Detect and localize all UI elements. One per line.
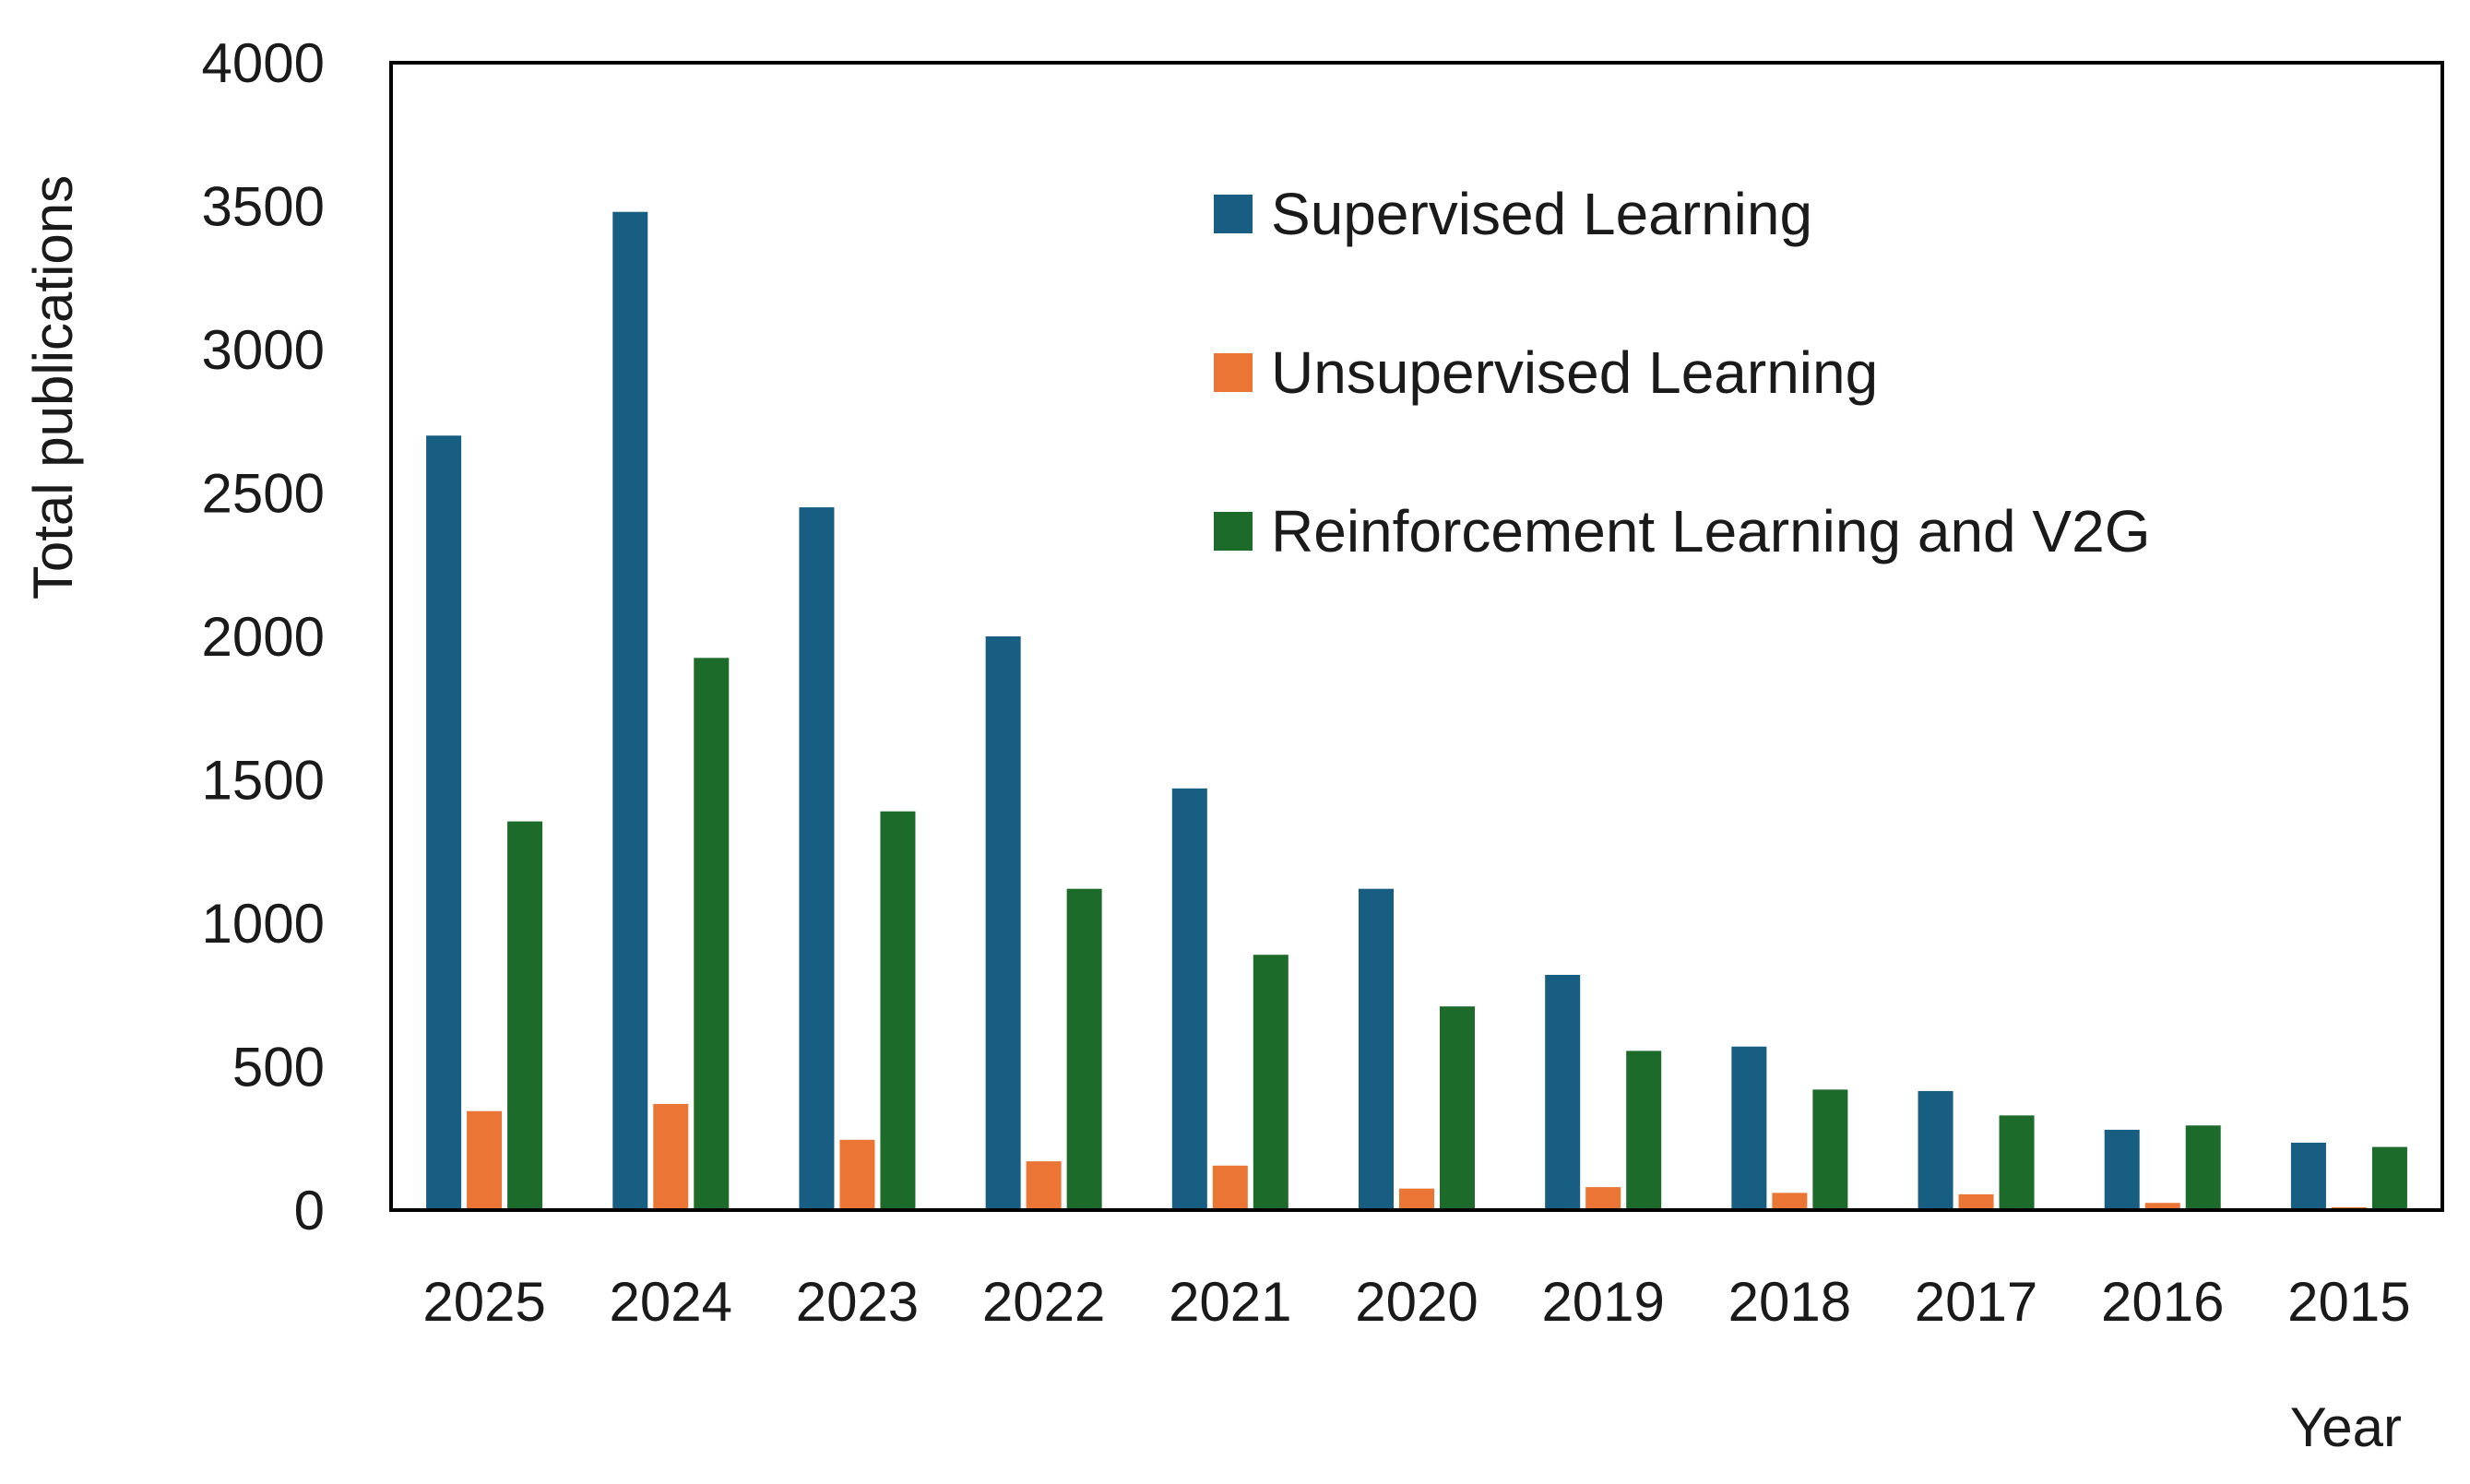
bar-group-2019	[1545, 974, 1662, 1210]
bar-supervised-learning-2015	[2290, 1142, 2326, 1210]
x-tick-label: 2021	[1169, 1271, 1291, 1333]
x-tick-label: 2024	[610, 1271, 732, 1333]
legend-label: Unsupervised Learning	[1271, 339, 1878, 406]
bar-reinforcement-learning-and-v2g-2018	[1812, 1089, 1848, 1210]
bar-group-2020	[1359, 888, 1475, 1210]
bars-layer	[426, 211, 2407, 1211]
bar-reinforcement-learning-and-v2g-2024	[694, 658, 730, 1210]
legend-swatch	[1214, 195, 1253, 233]
legend-swatch	[1214, 353, 1253, 392]
bar-unsupervised-learning-2021	[1212, 1165, 1248, 1210]
y-tick-label: 1500	[202, 750, 325, 812]
bar-supervised-learning-2021	[1171, 788, 1207, 1210]
bar-supervised-learning-2019	[1545, 974, 1581, 1210]
legend-swatch	[1214, 512, 1253, 551]
bar-unsupervised-learning-2023	[839, 1139, 875, 1210]
bar-group-2024	[612, 211, 730, 1211]
bar-supervised-learning-2017	[1918, 1090, 1953, 1210]
bar-supervised-learning-2020	[1359, 888, 1394, 1210]
bar-supervised-learning-2018	[1731, 1046, 1767, 1210]
bar-reinforcement-learning-and-v2g-2022	[1066, 888, 1102, 1210]
legend-item: Unsupervised Learning	[1214, 339, 1878, 406]
y-axis-ticks: 0 500 1000 1500 2000 2500 3000 3500 4000	[202, 32, 325, 1241]
bar-reinforcement-learning-and-v2g-2016	[2185, 1125, 2221, 1210]
x-tick-label: 2022	[982, 1271, 1105, 1333]
y-tick-label: 500	[232, 1037, 325, 1098]
bar-group-2017	[1918, 1090, 2035, 1210]
bar-group-2016	[2104, 1125, 2221, 1210]
x-axis-title: Year	[2290, 1396, 2402, 1458]
bar-unsupervised-learning-2019	[1585, 1187, 1621, 1210]
bar-unsupervised-learning-2017	[1958, 1193, 1994, 1210]
bar-group-2018	[1731, 1046, 1848, 1210]
plot-area-frame	[389, 61, 2444, 1212]
bar-group-2025	[426, 435, 543, 1210]
y-tick-label: 0	[294, 1180, 325, 1241]
bar-unsupervised-learning-2020	[1399, 1188, 1434, 1210]
y-tick-label: 1000	[202, 893, 325, 955]
bar-unsupervised-learning-2018	[1772, 1193, 1808, 1210]
bar-reinforcement-learning-and-v2g-2019	[1626, 1051, 1662, 1210]
bar-group-2022	[985, 636, 1102, 1210]
bar-reinforcement-learning-and-v2g-2020	[1440, 1006, 1475, 1210]
bar-supervised-learning-2016	[2104, 1129, 2140, 1210]
legend-item: Supervised Learning	[1214, 181, 1812, 247]
bar-unsupervised-learning-2025	[467, 1110, 503, 1210]
bar-unsupervised-learning-2016	[2144, 1203, 2180, 1210]
y-tick-label: 2500	[202, 463, 325, 525]
bar-supervised-learning-2022	[985, 636, 1021, 1210]
bar-supervised-learning-2025	[426, 435, 462, 1210]
legend-label: Reinforcement Learning and V2G	[1271, 498, 2150, 564]
x-tick-label: 2019	[1541, 1271, 1664, 1333]
y-tick-label: 4000	[202, 32, 325, 94]
legend-label: Supervised Learning	[1271, 181, 1812, 247]
y-tick-label: 3000	[202, 319, 325, 381]
x-tick-label: 2016	[2101, 1271, 2224, 1333]
y-axis-title: Total publications	[22, 175, 84, 600]
bar-group-2023	[799, 507, 916, 1210]
bar-reinforcement-learning-and-v2g-2025	[507, 821, 543, 1210]
x-tick-label: 2023	[796, 1271, 919, 1333]
bar-reinforcement-learning-and-v2g-2015	[2371, 1146, 2407, 1210]
y-tick-label: 3500	[202, 176, 325, 238]
bar-unsupervised-learning-2022	[1026, 1161, 1062, 1210]
bar-supervised-learning-2023	[799, 507, 835, 1210]
bar-reinforcement-learning-and-v2g-2017	[1999, 1115, 2035, 1210]
bar-unsupervised-learning-2024	[653, 1103, 689, 1210]
x-tick-label: 2017	[1915, 1271, 2037, 1333]
bar-group-2021	[1171, 788, 1288, 1210]
legend-item: Reinforcement Learning and V2G	[1214, 498, 2150, 564]
y-tick-label: 2000	[202, 606, 325, 668]
legend: Supervised Learning Unsupervised Learning…	[1214, 181, 2150, 564]
x-tick-label: 2025	[422, 1271, 545, 1333]
bar-group-2015	[2290, 1142, 2407, 1210]
x-tick-label: 2018	[1728, 1271, 1851, 1333]
bar-reinforcement-learning-and-v2g-2021	[1253, 955, 1288, 1210]
x-tick-label: 2015	[2287, 1271, 2410, 1333]
x-axis-ticks: 2025 2024 2023 2022 2021 2020 2019 2018 2017 2016…	[422, 1271, 2410, 1333]
bar-supervised-learning-2024	[612, 211, 648, 1211]
x-tick-label: 2020	[1355, 1271, 1478, 1333]
bar-reinforcement-learning-and-v2g-2023	[880, 811, 916, 1210]
